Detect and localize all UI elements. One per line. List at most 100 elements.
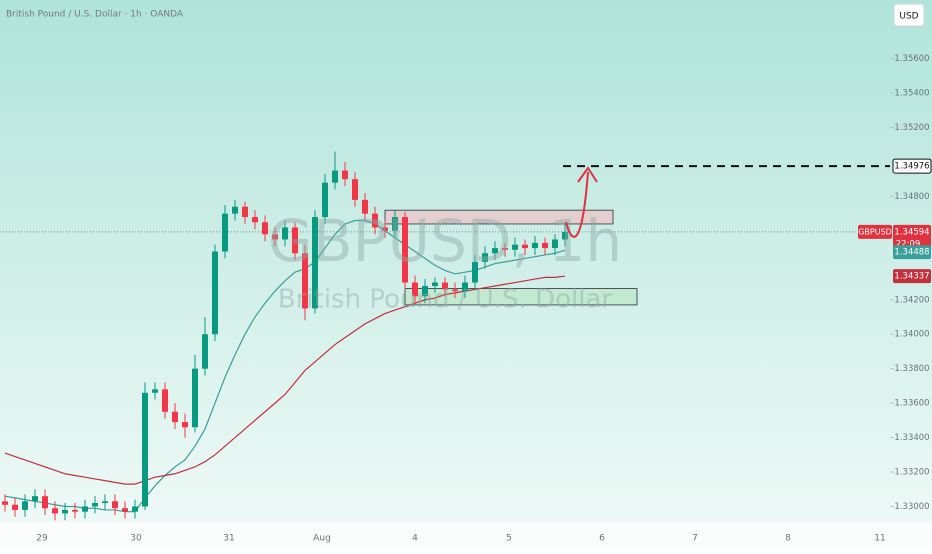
watermark: GBPUSD, 1h: [268, 207, 622, 275]
currency-label[interactable]: USD: [899, 12, 918, 22]
candle-body: [192, 368, 198, 428]
arrow-head: [577, 166, 598, 183]
candle-body: [542, 242, 548, 249]
x-tick-label: 7: [692, 534, 698, 544]
y-tick-label: 1.33000: [894, 502, 929, 512]
candle-body: [122, 508, 128, 512]
candle-body: [182, 422, 188, 428]
candle-body: [432, 282, 438, 286]
candle-body: [202, 334, 208, 369]
candle-body: [22, 501, 28, 510]
moving-average: [4, 219, 566, 513]
candle-body: [352, 179, 358, 200]
candle-body: [422, 285, 428, 297]
currency-button[interactable]: [893, 3, 925, 27]
candle-body: [212, 251, 218, 335]
candle-body: [72, 509, 78, 512]
x-tick-label: 4: [412, 534, 418, 544]
arrow: [565, 171, 589, 238]
candle-body: [32, 496, 38, 502]
price-box: [893, 224, 931, 251]
candle-body: [482, 253, 488, 262]
candle-body: [562, 231, 568, 240]
candle-body: [392, 217, 398, 231]
y-tick-label: 1.33600: [894, 399, 929, 409]
candle-body: [502, 248, 508, 250]
candle-body: [302, 253, 308, 309]
x-tick-label: 6: [599, 534, 605, 544]
ma-label-box: [893, 245, 931, 260]
countdown: 22:09: [896, 239, 921, 249]
zone: [404, 288, 638, 306]
ma-label: 1.34337: [894, 272, 929, 282]
candle-body: [472, 261, 478, 283]
candle-body: [452, 289, 458, 292]
candle-body: [342, 170, 348, 180]
watermark-subtitle: British Pound / U.S. Dollar: [278, 285, 613, 315]
x-axis-background: [0, 522, 932, 550]
y-tick-label: 1.34200: [894, 295, 929, 305]
candle-body: [92, 503, 98, 507]
candle-body: [402, 217, 408, 283]
y-tick-label: 1.35200: [894, 123, 929, 133]
candle-body: [142, 392, 148, 507]
chart-title: British Pound / U.S. Dollar · 1h · OANDA: [6, 10, 184, 20]
ma-label: 1.34488: [894, 248, 929, 258]
candle-body: [12, 504, 18, 510]
candle-body: [172, 411, 178, 423]
x-tick-label: 5: [506, 534, 512, 544]
y-tick-label: 1.33200: [894, 468, 929, 478]
candle-body: [312, 217, 318, 309]
candle-body: [132, 506, 138, 512]
candle-body: [282, 227, 288, 240]
moving-average: [4, 275, 566, 485]
candle-body: [362, 199, 368, 214]
y-tick-label: 1.34800: [894, 192, 929, 202]
price-label: 1.34594: [894, 227, 929, 237]
candle-body: [2, 501, 8, 505]
plot-background: [0, 0, 932, 522]
candle-body: [242, 206, 248, 218]
x-tick-label: Aug: [313, 534, 331, 544]
candle-body: [462, 282, 468, 292]
candle-body: [322, 182, 328, 218]
candle-body: [42, 496, 48, 509]
candle-body: [412, 282, 418, 297]
x-tick-label: 8: [785, 534, 791, 544]
y-tick-label: 1.35600: [894, 54, 929, 64]
candle-body: [292, 227, 298, 254]
chart-layer: 1.33000 1.33200 1.33400 1.33600 1.33800 1.340…: [0, 54, 932, 544]
candle-body: [62, 509, 68, 514]
candle-body: [262, 222, 268, 235]
level-label-box: [892, 158, 932, 174]
candle-body: [162, 389, 168, 412]
ma-label-box: [893, 269, 931, 284]
candle-body: [82, 506, 88, 512]
x-tick-label: 31: [223, 534, 234, 544]
candle-body: [232, 206, 238, 214]
candle-body: [522, 244, 528, 249]
y-tick-label: 1.33400: [894, 433, 929, 443]
candle-body: [492, 248, 498, 254]
x-tick-label: 29: [36, 534, 48, 544]
candle-body: [272, 234, 278, 240]
candle-body: [372, 213, 378, 228]
y-tick-label: 1.33800: [894, 364, 929, 374]
symbol-label: GBPUSD: [858, 227, 892, 236]
level-label: 1.34976: [894, 162, 929, 172]
candle-body: [512, 244, 518, 250]
x-tick-label: 11: [874, 534, 885, 544]
zone: [384, 209, 614, 225]
candle-body: [552, 239, 558, 249]
x-tick-label: 30: [130, 534, 142, 544]
symbol-box: [858, 224, 892, 239]
candle-body: [382, 227, 388, 231]
y-tick-label: 1.34000: [894, 330, 929, 340]
candle-body: [52, 508, 58, 514]
candle-body: [332, 170, 338, 183]
candle-body: [442, 282, 448, 290]
candle-body: [252, 217, 258, 223]
candle-body: [532, 242, 538, 249]
candle-body: [112, 501, 118, 509]
